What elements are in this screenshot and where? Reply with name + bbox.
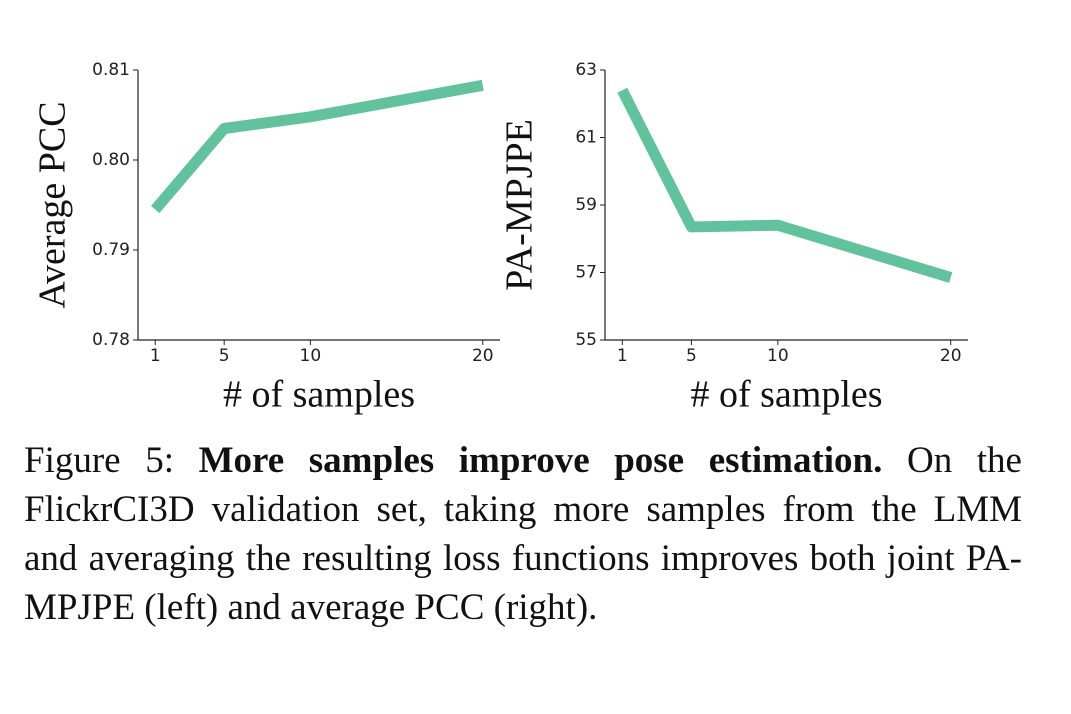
x-axis-title: # of samples [223,374,415,416]
y-tick-label: 0.80 [92,150,130,170]
y-tick-label: 0.78 [92,330,130,350]
caption-title: More samples improve pose estimation. [198,440,883,481]
data-line [151,79,484,214]
y-axis-title: Average PCC [32,101,74,308]
x-tick-label: 5 [219,346,230,366]
x-tick-label: 10 [300,346,322,366]
caption-text: On the FlickrCI3D validation set, taking… [24,440,1022,628]
x-tick-label: 5 [686,346,697,366]
x-tick-label: 20 [472,346,494,366]
y-axis-title: PA-MPJPE [499,119,541,291]
y-tick-label: 55 [575,330,597,350]
caption: Figure 5: More samples improve pose esti… [24,436,1022,632]
x-tick-label: 1 [617,346,628,366]
y-tick-label: 59 [575,195,597,215]
x-tick-label: 20 [940,346,962,366]
y-tick-label: 0.79 [92,240,130,260]
charts: 0.78 0.79 0.80 0.81 1 5 10 20 # of samples Averag… [32,60,968,416]
x-tick-label: 1 [150,346,161,366]
y-tick-label: 63 [575,60,597,80]
y-tick-label: 0.81 [92,60,130,80]
x-tick-label: 10 [767,346,789,366]
x-axis-title: # of samples [690,374,882,416]
y-tick-label: 61 [575,128,597,148]
y-tick-label: 57 [575,263,597,283]
caption-label: Figure 5: [24,440,174,481]
data-line [617,87,953,283]
